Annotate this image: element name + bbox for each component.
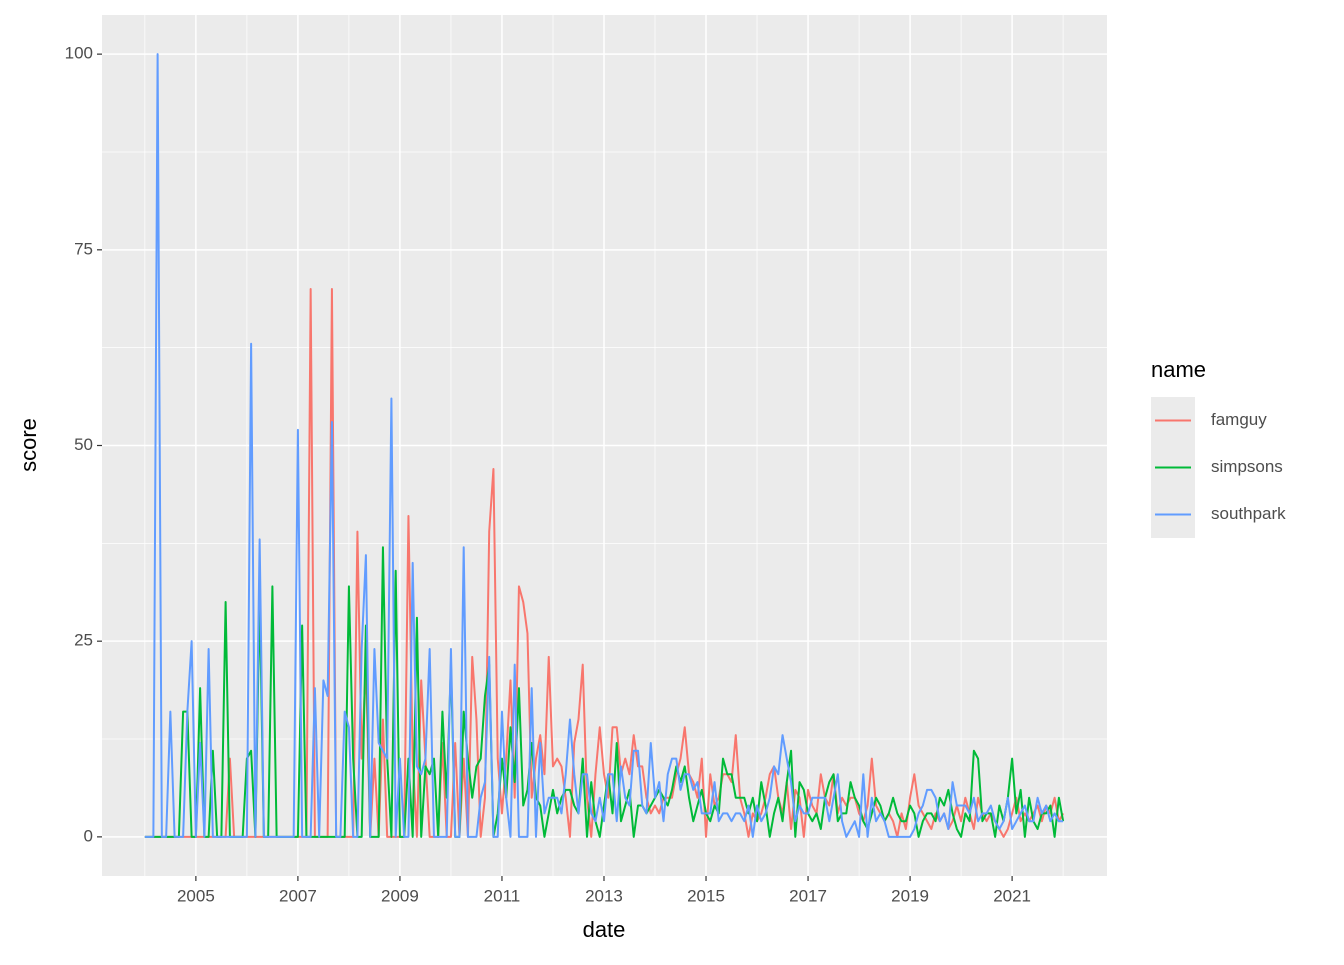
- y-tick-label: 75: [74, 239, 93, 258]
- x-tick-label: 2015: [687, 886, 725, 905]
- legend-label: southpark: [1211, 504, 1286, 523]
- x-axis-title: date: [583, 917, 626, 942]
- series-line: [144, 53, 1064, 838]
- legend-title: name: [1151, 357, 1206, 382]
- x-tick-label: 2007: [279, 886, 317, 905]
- x-tick-label: 2019: [891, 886, 929, 905]
- legend-label: simpsons: [1211, 457, 1283, 476]
- x-tick-label: 2011: [484, 886, 521, 905]
- legend-label: famguy: [1211, 410, 1267, 429]
- x-tick-label: 2005: [177, 886, 215, 905]
- x-tick-label: 2009: [381, 886, 419, 905]
- grid: [102, 15, 1107, 876]
- x-tick-label: 2013: [585, 886, 623, 905]
- lines: [144, 53, 1065, 838]
- axes: 0 25 50 75 100 2005 2007 2009 2011 2013 2015 2017 20…: [65, 44, 1031, 906]
- y-tick-label: 25: [74, 631, 93, 650]
- y-tick-label: 0: [84, 826, 93, 845]
- x-tick-label: 2017: [789, 886, 827, 905]
- y-axis-title: score: [16, 418, 41, 472]
- y-tick-label: 50: [74, 435, 93, 454]
- y-tick-label: 100: [65, 44, 93, 63]
- legend: name famguy simpsons southpark: [1151, 357, 1286, 538]
- series-line: [144, 546, 1065, 838]
- x-tick-label: 2021: [993, 886, 1031, 905]
